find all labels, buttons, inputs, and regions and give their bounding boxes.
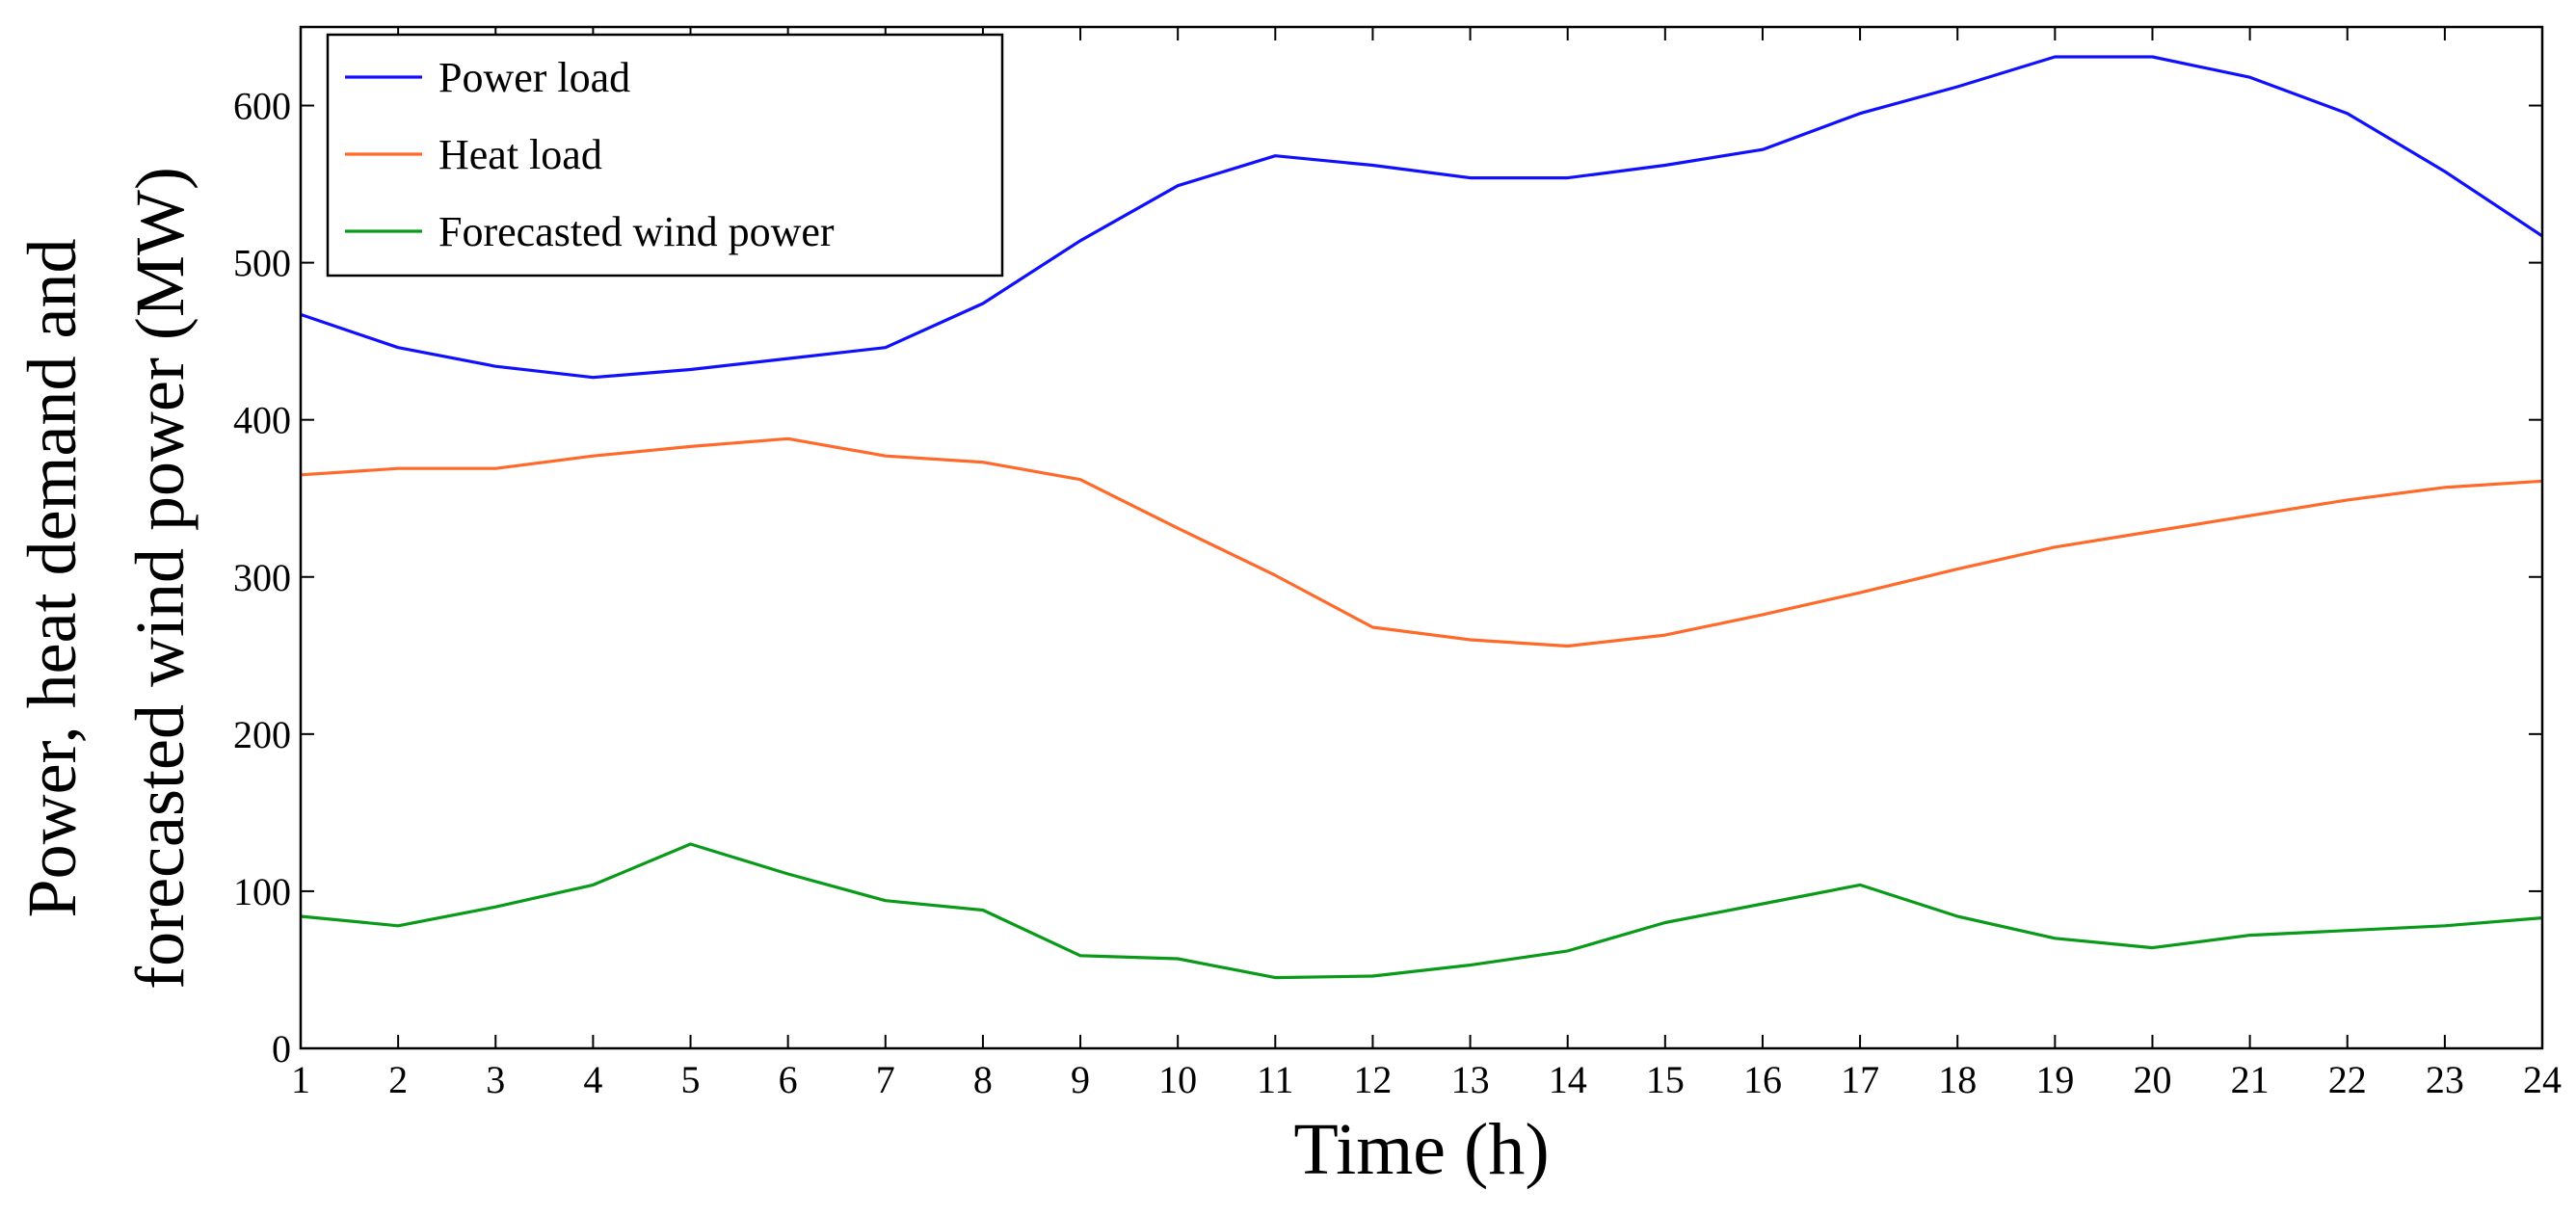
y-axis-label-line2: forecasted wind power (MW) [121, 167, 199, 990]
y-tick-label: 300 [233, 556, 291, 599]
x-tick-label: 8 [973, 1058, 993, 1101]
x-tick-label: 11 [1257, 1058, 1294, 1101]
y-tick-label: 400 [233, 399, 291, 442]
series-lines [300, 55, 2543, 980]
x-tick-label: 18 [1938, 1058, 1977, 1101]
y-tick-label: 0 [272, 1027, 291, 1071]
x-tick-label: 14 [1549, 1058, 1587, 1101]
x-tick-label: 1 [291, 1058, 310, 1101]
x-tick-label: 24 [2523, 1058, 2562, 1101]
y-tick-label: 200 [233, 713, 291, 756]
axis-ticks: 1 2 3 4 5 6 7 8 9 10 11 12 13 14 15 16 17 18 19 20 21 22 23 240… [233, 27, 2562, 1101]
x-tick-label: 5 [681, 1058, 701, 1101]
x-axis-label: Time (h) [1293, 1109, 1549, 1190]
x-tick-label: 2 [388, 1058, 408, 1101]
series-line-power-load [300, 55, 2543, 380]
x-tick-label: 16 [1743, 1058, 1782, 1101]
series-line-heat-load [300, 436, 2543, 648]
x-tick-label: 3 [486, 1058, 505, 1101]
x-tick-label: 17 [1841, 1058, 1879, 1101]
legend: Power load Heat load Forecasted wind power [326, 33, 1004, 278]
legend-label-heat-load: Heat load [438, 131, 602, 178]
x-tick-label: 6 [779, 1058, 798, 1101]
legend-label-forecasted-wind-power: Forecasted wind power [438, 208, 835, 255]
x-tick-label: 10 [1158, 1058, 1197, 1101]
x-tick-label: 9 [1071, 1058, 1090, 1101]
y-tick-label: 600 [233, 85, 291, 128]
x-tick-label: 4 [583, 1058, 602, 1101]
y-tick-label: 500 [233, 242, 291, 285]
legend-box [326, 33, 1004, 278]
x-tick-label: 19 [2035, 1058, 2074, 1101]
x-tick-label: 13 [1451, 1058, 1490, 1101]
x-tick-label: 20 [2133, 1058, 2171, 1101]
x-tick-label: 12 [1353, 1058, 1392, 1101]
series-line-forecasted-wind-power [300, 842, 2543, 980]
x-tick-label: 22 [2328, 1058, 2367, 1101]
y-axis-label-line1: Power, heat demand and [13, 239, 91, 918]
x-tick-label: 23 [2426, 1058, 2464, 1101]
x-tick-label: 15 [1646, 1058, 1685, 1101]
y-tick-label: 100 [233, 870, 291, 913]
x-tick-label: 7 [876, 1058, 895, 1101]
x-tick-label: 21 [2231, 1058, 2270, 1101]
legend-label-power-load: Power load [438, 54, 630, 101]
plot-frame [299, 25, 2544, 1050]
